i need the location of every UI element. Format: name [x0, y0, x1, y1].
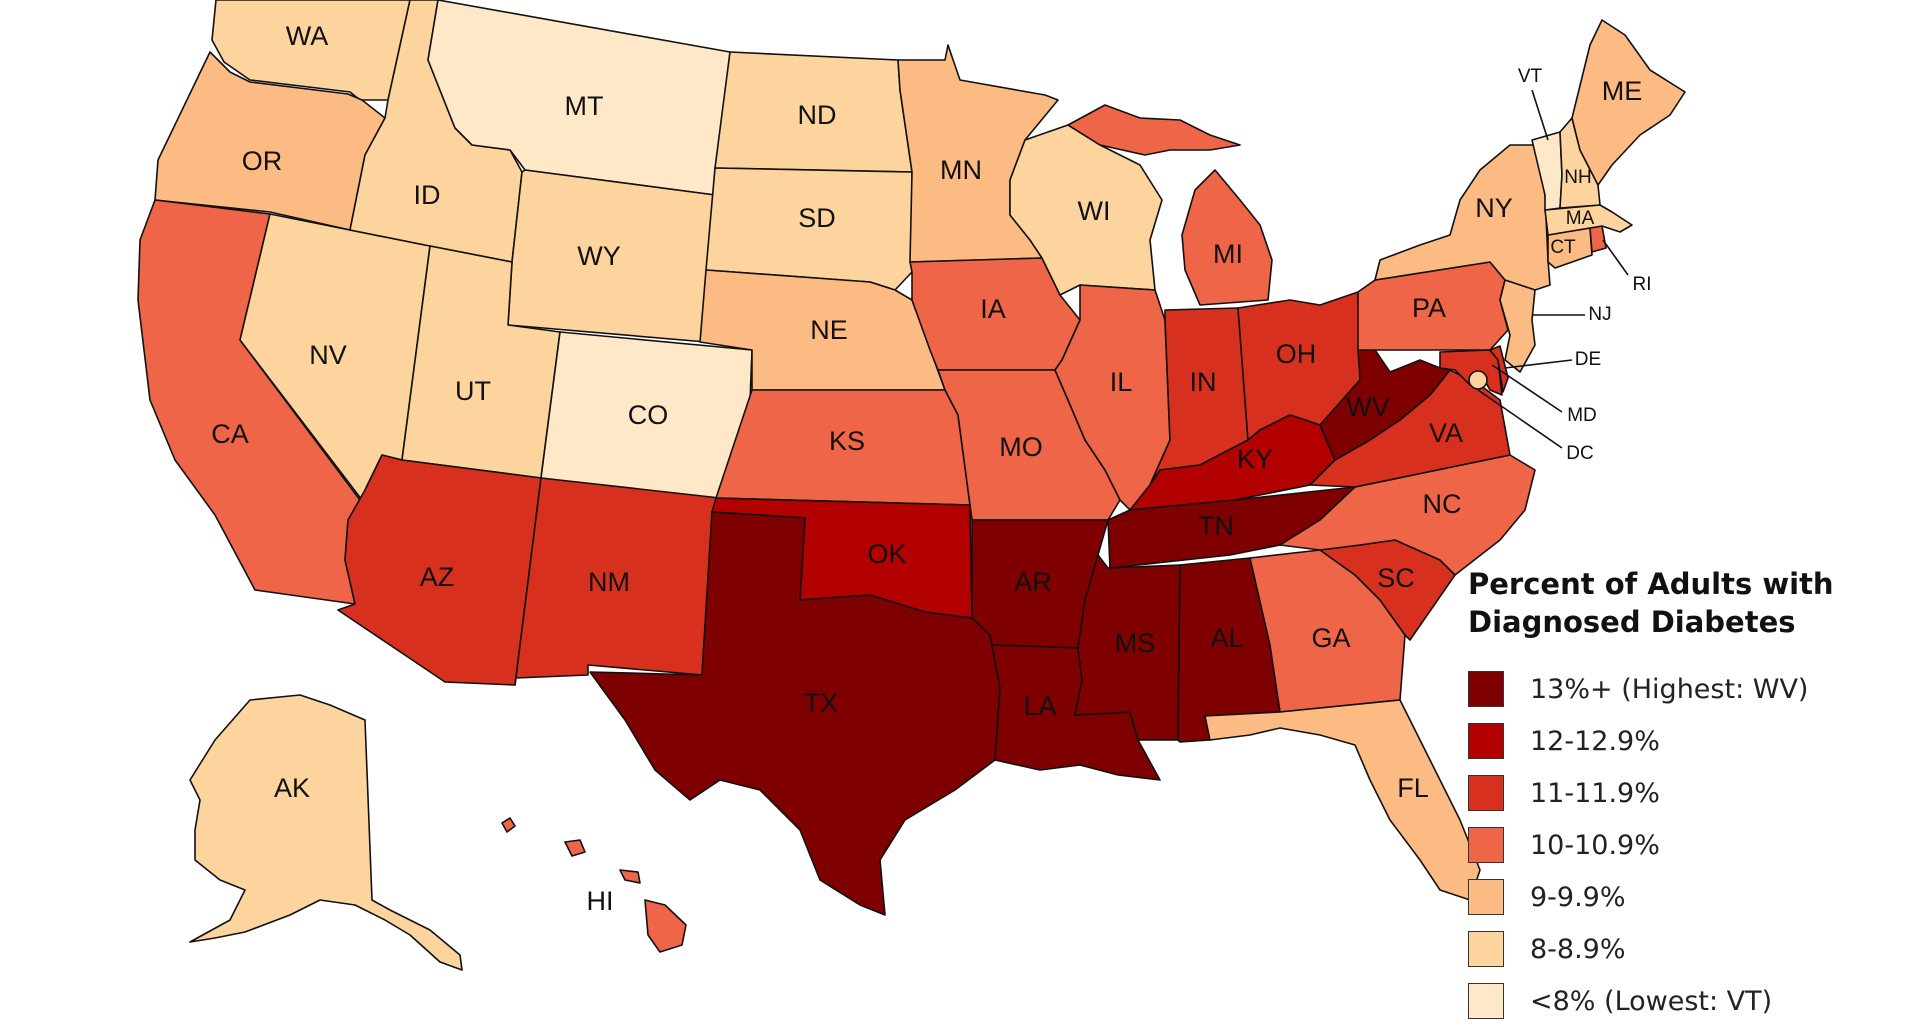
- state-MA[interactable]: [1544, 204, 1633, 236]
- legend-swatch: [1468, 827, 1504, 863]
- legend-item: 12-12.9%: [1468, 715, 1908, 767]
- label-VA: VA: [1429, 418, 1463, 448]
- label-GA: GA: [1311, 623, 1350, 653]
- label-MO: MO: [999, 432, 1043, 462]
- label-AK: AK: [274, 773, 310, 803]
- label-DC: DC: [1566, 443, 1593, 464]
- legend-swatch: [1468, 723, 1504, 759]
- legend-label: <8% (Lowest: VT): [1530, 985, 1773, 1017]
- label-AL: AL: [1210, 623, 1243, 653]
- label-CA: CA: [211, 419, 249, 449]
- label-NJ: NJ: [1588, 304, 1611, 325]
- label-WV: WV: [1346, 392, 1390, 422]
- state-AK[interactable]: [189, 694, 463, 971]
- legend-swatch: [1468, 775, 1504, 811]
- legend-swatch: [1468, 931, 1504, 967]
- state-HI[interactable]: [501, 817, 687, 953]
- label-WY: WY: [577, 241, 621, 271]
- legend-label: 8-8.9%: [1530, 933, 1626, 965]
- label-CO: CO: [628, 400, 669, 430]
- label-WI: WI: [1078, 196, 1111, 226]
- label-LA: LA: [1023, 691, 1056, 721]
- legend-swatch: [1468, 671, 1504, 707]
- legend-title-line2: Diagnosed Diabetes: [1468, 605, 1796, 639]
- legend-swatch: [1468, 983, 1504, 1019]
- state-NJ[interactable]: [1499, 279, 1536, 373]
- label-WA: WA: [286, 21, 329, 51]
- label-SC: SC: [1377, 563, 1415, 593]
- label-NC: NC: [1423, 489, 1462, 519]
- legend-item: 10-10.9%: [1468, 819, 1908, 871]
- label-OH: OH: [1276, 339, 1317, 369]
- label-IA: IA: [980, 294, 1006, 324]
- state-FL[interactable]: [1204, 699, 1481, 901]
- label-PA: PA: [1412, 293, 1446, 323]
- label-VT: VT: [1518, 66, 1543, 87]
- label-UT: UT: [455, 376, 491, 406]
- legend-item: 13%+ (Highest: WV): [1468, 663, 1908, 715]
- label-TN: TN: [1198, 511, 1234, 541]
- legend-label: 13%+ (Highest: WV): [1530, 673, 1809, 705]
- label-TX: TX: [804, 688, 839, 718]
- leader-DC: [1477, 389, 1563, 449]
- label-MI: MI: [1213, 239, 1243, 269]
- legend-label: 12-12.9%: [1530, 725, 1660, 757]
- state-RI[interactable]: [1589, 225, 1607, 253]
- state-DC[interactable]: [1468, 370, 1488, 390]
- legend-item: 11-11.9%: [1468, 767, 1908, 819]
- legend-label: 10-10.9%: [1530, 829, 1660, 861]
- label-NH: NH: [1564, 167, 1591, 188]
- label-MN: MN: [940, 155, 982, 185]
- leader-VT: [1531, 89, 1549, 141]
- legend-label: 9-9.9%: [1530, 881, 1626, 913]
- legend-label: 11-11.9%: [1530, 777, 1660, 809]
- label-DE: DE: [1575, 349, 1601, 370]
- label-CT: CT: [1550, 237, 1576, 258]
- legend-item: 9-9.9%: [1468, 871, 1908, 923]
- label-FL: FL: [1397, 773, 1429, 803]
- legend-swatch: [1468, 879, 1504, 915]
- state-TX[interactable]: [589, 511, 1001, 916]
- leader-RI: [1602, 239, 1629, 276]
- label-KY: KY: [1237, 444, 1273, 474]
- label-MD: MD: [1567, 405, 1597, 426]
- label-KS: KS: [829, 426, 865, 456]
- state-DE[interactable]: [1489, 345, 1509, 393]
- label-IN: IN: [1190, 367, 1217, 397]
- label-MT: MT: [565, 91, 604, 121]
- label-ND: ND: [798, 100, 837, 130]
- legend-title: Percent of Adults with Diagnosed Diabete…: [1468, 565, 1908, 641]
- label-NV: NV: [309, 340, 347, 370]
- legend-title-line1: Percent of Adults with: [1468, 567, 1834, 601]
- label-MA: MA: [1566, 208, 1595, 229]
- label-MS: MS: [1115, 628, 1156, 658]
- legend-item: <8% (Lowest: VT): [1468, 975, 1908, 1027]
- label-HI: HI: [587, 886, 614, 916]
- state-ME[interactable]: [1571, 19, 1686, 186]
- state-MI[interactable]: [1067, 104, 1273, 306]
- label-OR: OR: [242, 146, 283, 176]
- label-RI: RI: [1633, 274, 1652, 295]
- label-NY: NY: [1475, 193, 1513, 223]
- leader-MD: [1491, 364, 1563, 413]
- label-NM: NM: [588, 567, 630, 597]
- label-AR: AR: [1014, 567, 1052, 597]
- label-ID: ID: [414, 180, 441, 210]
- leader-DE: [1504, 359, 1573, 369]
- legend: Percent of Adults with Diagnosed Diabete…: [1468, 565, 1908, 1027]
- label-AZ: AZ: [420, 562, 455, 592]
- label-OK: OK: [867, 539, 906, 569]
- label-IL: IL: [1110, 367, 1133, 397]
- label-SD: SD: [798, 203, 836, 233]
- label-NE: NE: [810, 315, 848, 345]
- label-ME: ME: [1602, 76, 1643, 106]
- legend-item: 8-8.9%: [1468, 923, 1908, 975]
